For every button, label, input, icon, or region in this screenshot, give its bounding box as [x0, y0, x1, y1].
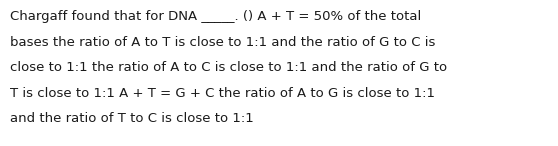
- Text: bases the ratio of A to T is close to 1:1 and the ratio of G to C is: bases the ratio of A to T is close to 1:…: [10, 36, 435, 49]
- Text: T is close to 1:1 A + T = G + C the ratio of A to G is close to 1:1: T is close to 1:1 A + T = G + C the rati…: [10, 87, 435, 100]
- Text: and the ratio of T to C is close to 1:1: and the ratio of T to C is close to 1:1: [10, 112, 254, 125]
- Text: Chargaff found that for DNA _____. () A + T = 50% of the total: Chargaff found that for DNA _____. () A …: [10, 10, 421, 23]
- Text: close to 1:1 the ratio of A to C is close to 1:1 and the ratio of G to: close to 1:1 the ratio of A to C is clos…: [10, 61, 447, 74]
